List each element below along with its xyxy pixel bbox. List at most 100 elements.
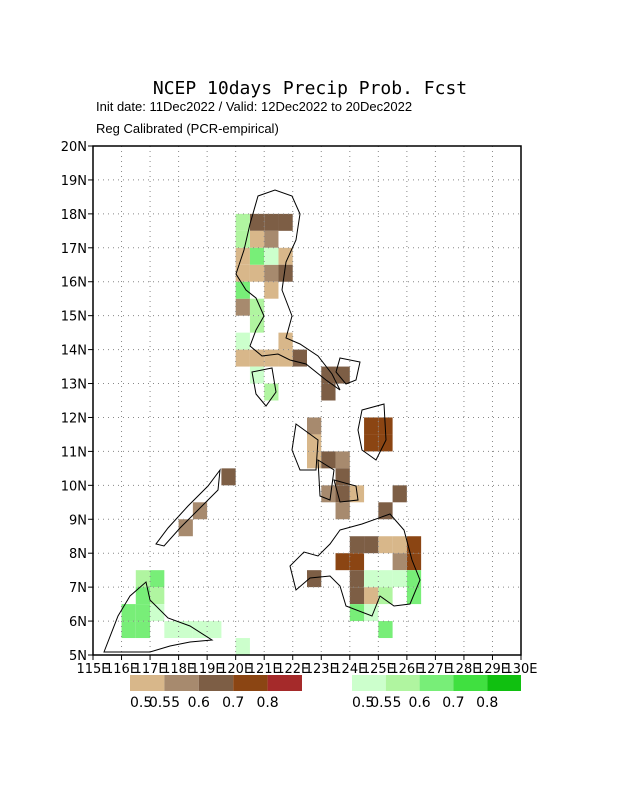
dry-legend-box — [130, 675, 165, 691]
wet-cell — [164, 621, 179, 639]
dry-cell — [406, 536, 422, 554]
dry-legend-box — [267, 675, 302, 691]
dry-cell — [278, 213, 293, 231]
x-tick-label: 125E — [362, 662, 395, 677]
dry-cell — [349, 553, 365, 571]
wet-cell — [235, 213, 250, 231]
dry-cell — [235, 298, 250, 316]
title: NCEP 10days Precip Prob. Fcst — [153, 78, 467, 99]
dry-cell — [264, 213, 279, 231]
y-tick-label: 19N — [61, 174, 87, 189]
y-tick-label: 13N — [61, 378, 87, 393]
dry-cell — [278, 247, 293, 265]
wet-cell — [264, 247, 279, 265]
wet-cell — [135, 621, 151, 639]
wet-legend-label: 0.7 — [442, 695, 464, 711]
dry-cell — [392, 536, 407, 554]
x-tick-label: 127E — [419, 662, 452, 677]
dry-cell — [264, 264, 279, 282]
dry-cell — [364, 434, 379, 452]
wet-cell — [150, 570, 165, 588]
dry-cell — [349, 536, 365, 554]
dry-cell — [249, 264, 265, 282]
wet-legend-label: 0.5 — [352, 695, 374, 711]
dry-cell — [221, 468, 236, 486]
dry-cell — [235, 349, 250, 367]
wet-cell — [150, 604, 165, 622]
dry-cell — [335, 502, 350, 520]
dry-cell — [264, 230, 279, 248]
dry-cell — [249, 349, 265, 367]
y-tick-label: 14N — [61, 344, 87, 359]
x-tick-label: 120E — [219, 662, 252, 677]
y-tick-label: 10N — [61, 479, 87, 494]
wet-cell — [207, 621, 222, 639]
wet-cell — [249, 315, 265, 333]
wet-cell — [178, 621, 193, 639]
x-tick-label: 130E — [504, 662, 537, 677]
dry-legend-box — [164, 675, 199, 691]
coastline — [103, 189, 421, 653]
dry-cell — [349, 587, 365, 605]
wet-cell — [235, 281, 250, 299]
dry-cell — [364, 536, 379, 554]
dry-cell — [364, 587, 379, 605]
wet-cell — [364, 570, 379, 588]
wet-legend-label: 0.55 — [370, 695, 401, 711]
wet-cell — [135, 587, 151, 605]
dry-cell — [335, 366, 350, 384]
y-tick-label: 15N — [61, 310, 87, 325]
x-tick-label: 117E — [134, 662, 167, 677]
y-tick-label: 7N — [69, 581, 87, 596]
x-tick-label: 118E — [162, 662, 195, 677]
wet-cell — [392, 570, 407, 588]
dry-cell — [235, 264, 250, 282]
wet-legend-box — [453, 675, 488, 691]
dry-cell — [307, 570, 322, 588]
dry-legend-box — [198, 675, 234, 691]
dry-cell — [378, 536, 393, 554]
wet-legend-box — [419, 675, 454, 691]
wet-legend-label: 0.8 — [476, 695, 498, 711]
y-tick-label: 17N — [61, 242, 87, 257]
y-tick-label: 5N — [69, 649, 87, 664]
wet-cell — [378, 587, 393, 605]
wet-cell — [378, 570, 393, 588]
dry-cell — [249, 213, 265, 231]
x-tick-label: 119E — [191, 662, 224, 677]
dry-legend-label: 0.8 — [256, 695, 278, 711]
dry-legend-box — [233, 675, 268, 691]
wet-cell — [249, 298, 265, 316]
y-tick-label: 9N — [69, 513, 87, 528]
dry-cell — [392, 553, 407, 571]
x-tick-label: 123E — [305, 662, 338, 677]
x-tick-label: 121E — [248, 662, 281, 677]
y-tick-label: 8N — [69, 547, 87, 562]
dry-cell — [278, 264, 293, 282]
map-frame — [92, 145, 522, 656]
wet-cell — [235, 638, 250, 655]
dry-cell — [406, 553, 422, 571]
wet-cell — [235, 230, 250, 248]
y-tick-label: 12N — [61, 411, 87, 426]
x-tick-label: 116E — [105, 662, 138, 677]
dry-cell — [278, 332, 293, 350]
wet-cell — [378, 621, 393, 639]
dry-cell — [235, 247, 250, 265]
x-tick-label: 122E — [276, 662, 309, 677]
dry-cell — [192, 502, 208, 520]
wet-cell — [150, 587, 165, 605]
dry-cell — [349, 570, 365, 588]
wet-cell — [192, 621, 208, 639]
dry-cell — [392, 485, 407, 503]
dry-legend-label: 0.5 — [130, 695, 152, 711]
dry-cell — [178, 519, 193, 537]
dry-cell — [307, 451, 322, 469]
y-tick-label: 18N — [61, 208, 87, 223]
wet-cell — [249, 247, 265, 265]
dry-cell — [321, 383, 336, 401]
dry-cell — [307, 417, 322, 435]
dry-cell — [364, 417, 379, 435]
dry-cell — [249, 230, 265, 248]
